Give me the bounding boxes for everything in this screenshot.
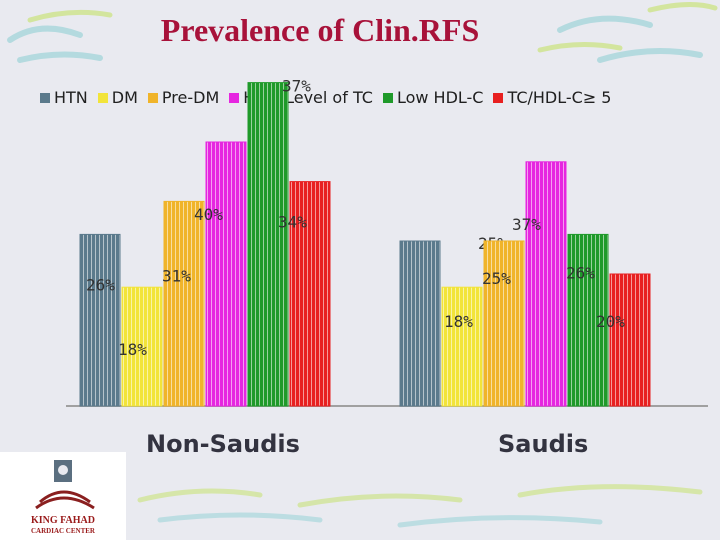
legend-label: DM (111, 88, 138, 107)
data-label: 31% (162, 266, 191, 285)
bar-non-saudis-0 (79, 233, 121, 407)
bar-non-saudis-2 (163, 200, 205, 407)
bar-non-saudis-3 (205, 141, 247, 407)
bar-non-saudis-5 (289, 181, 331, 407)
bar-non-saudis-1 (121, 286, 163, 407)
legend-swatch (229, 92, 240, 103)
logo-line-2: CARDIAC CENTER (31, 527, 95, 535)
category-label-saudis: Saudis (498, 430, 589, 458)
legend-item: Low HDL-C (382, 88, 484, 107)
data-label: 37% (282, 77, 311, 96)
legend-item: HTN (40, 88, 88, 107)
data-label: 34% (278, 213, 307, 232)
legend-label: Pre-DM (161, 88, 220, 107)
legend-label: TC/HDL-C≥ 5 (507, 88, 612, 107)
bar-non-saudis-4 (247, 82, 289, 407)
data-label: 18% (118, 340, 147, 359)
legend-item: TC/HDL-C≥ 5 (493, 88, 611, 107)
bar-saudis-1 (441, 286, 483, 407)
data-label: 26% (86, 275, 115, 294)
bar-saudis-4 (567, 233, 609, 407)
legend-swatch (40, 92, 50, 103)
bar-saudis-3 (525, 161, 567, 407)
logo: KING FAHAD CARDIAC CENTER (0, 452, 126, 540)
legend-swatch (493, 92, 504, 103)
legend-item: Pre-DM (147, 88, 220, 107)
bar-saudis-0 (399, 240, 441, 407)
legend-swatch (382, 92, 393, 103)
legend-swatch (147, 92, 158, 103)
bar-saudis-2 (483, 240, 525, 407)
data-label: 40% (194, 205, 223, 224)
bar-saudis-5 (609, 273, 651, 407)
data-label: 25% (482, 269, 511, 288)
legend-swatch (97, 92, 108, 103)
chart-title: Prevalence of Clin.RFS (160, 12, 480, 48)
data-label: 20% (596, 312, 625, 331)
logo-text: KING FAHAD CARDIAC CENTER (0, 516, 126, 536)
legend-label: HTN (54, 88, 88, 107)
category-label-non-saudis: Non-Saudis (146, 430, 300, 458)
emblem-icon (35, 460, 95, 510)
logo-line-1: KING FAHAD (31, 515, 95, 526)
data-label: 37% (512, 215, 541, 234)
data-label: 18% (444, 312, 473, 331)
data-label: 26% (566, 263, 595, 282)
legend-label: Low HDL-C (396, 88, 484, 107)
legend-item: DM (97, 88, 138, 107)
